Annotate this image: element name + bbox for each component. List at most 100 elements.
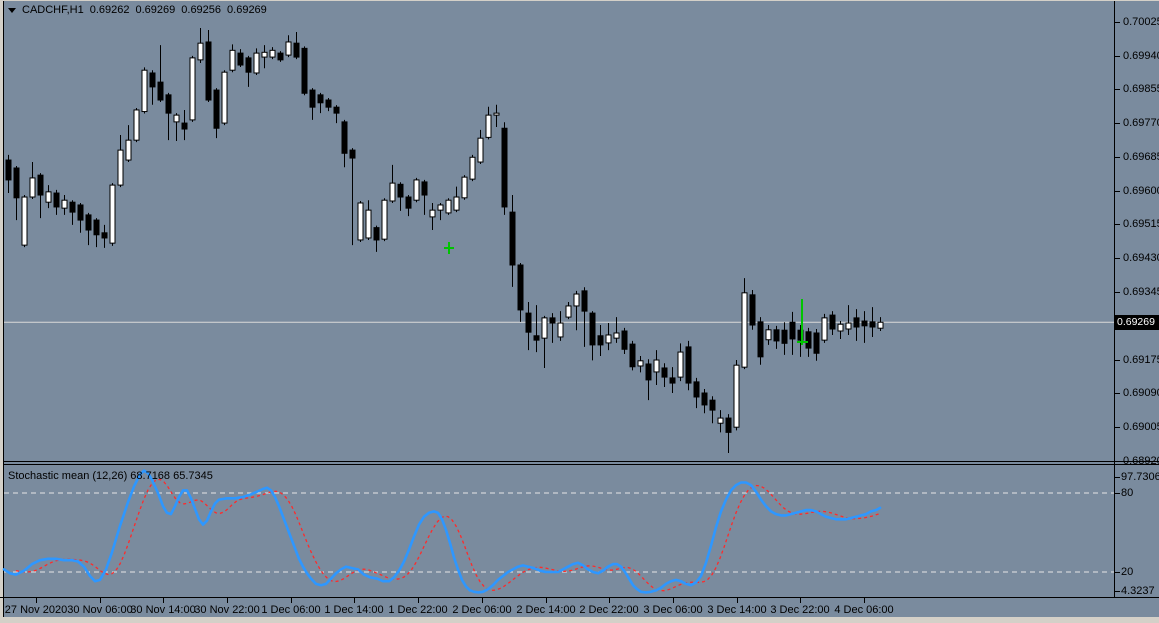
price-axis-label: 0.69430 xyxy=(1123,252,1159,264)
candle-up xyxy=(189,57,196,121)
candle-down xyxy=(181,122,188,130)
candle-down xyxy=(37,174,44,196)
time-axis-label: 1 Dec 14:00 xyxy=(324,604,384,616)
time-axis-label: 3 Dec 22:00 xyxy=(770,604,830,616)
candle-down xyxy=(757,321,764,358)
time-axis-label: 2 Dec 14:00 xyxy=(516,604,576,616)
candle-up xyxy=(461,176,468,199)
price-axis-label: 0.69345 xyxy=(1123,286,1159,298)
price-axis-label: 0.69600 xyxy=(1123,185,1159,197)
chart-header: CADCHF,H1 0.69262 0.69269 0.69256 0.6926… xyxy=(8,4,267,16)
candle-down xyxy=(77,204,84,221)
candle-down xyxy=(589,312,596,346)
candle-down xyxy=(517,264,524,311)
indicator-axis-label: 20 xyxy=(1121,566,1134,578)
candle-down xyxy=(157,81,164,101)
time-axis-label: 30 Nov 22:00 xyxy=(194,604,260,616)
candle-down xyxy=(349,149,356,159)
candle-down xyxy=(405,196,412,209)
quote-low: 0.69256 xyxy=(181,4,222,16)
candle-down xyxy=(325,99,332,108)
candle-up xyxy=(389,182,396,202)
time-axis-label: 30 Nov 14:00 xyxy=(130,604,196,616)
candle-up xyxy=(365,209,372,239)
candle-up xyxy=(61,199,68,209)
candle-up xyxy=(453,196,460,211)
time-axis-label: 27 Nov 2020 xyxy=(4,604,68,616)
candle-down xyxy=(277,52,284,61)
time-axis-label: 3 Dec 06:00 xyxy=(643,604,703,616)
quote-open: 0.69262 xyxy=(89,4,130,16)
time-axis[interactable]: 27 Nov 2020 30 Nov 06:00 30 Nov 14:00 30 No… xyxy=(0,598,1159,618)
candle-up xyxy=(733,364,740,428)
price-axis-label: 0.69515 xyxy=(1123,218,1159,230)
candle-down xyxy=(397,183,404,198)
quote-close: 0.69269 xyxy=(227,4,267,16)
candle-up xyxy=(741,292,748,368)
candle-up xyxy=(21,196,28,246)
candle-up xyxy=(653,359,660,373)
candle-down xyxy=(213,89,220,129)
price-axis[interactable]: 0.70025 0.69940 0.69855 0.69770 0.69685 0.696… xyxy=(1115,0,1159,598)
indicator-axis-label: 80 xyxy=(1121,487,1134,499)
price-axis-label: 0.69005 xyxy=(1123,421,1159,433)
candle-up xyxy=(541,317,548,339)
candle-down xyxy=(629,343,636,368)
time-axis-label: 2 Dec 06:00 xyxy=(452,604,512,616)
candle-up xyxy=(173,114,180,123)
candle-down xyxy=(853,317,860,328)
candle-up xyxy=(485,114,492,138)
candle-up xyxy=(565,305,572,318)
candle-down xyxy=(525,312,532,333)
price-axis-label: 0.69090 xyxy=(1123,387,1159,399)
candle-down xyxy=(789,321,796,340)
candle-down xyxy=(709,399,716,411)
candle-down xyxy=(581,290,588,312)
symbol-period-label: CADCHF,H1 xyxy=(22,4,84,16)
time-axis-label: 1 Dec 22:00 xyxy=(388,604,448,616)
candle-down xyxy=(773,329,780,342)
candle-down xyxy=(549,317,556,324)
candle-up xyxy=(357,202,364,241)
candle-up xyxy=(381,199,388,240)
candle-up xyxy=(637,360,644,367)
candle-down xyxy=(869,321,876,328)
candle-up xyxy=(877,321,884,329)
candle-down xyxy=(861,320,868,327)
candle-up xyxy=(253,52,260,74)
candle-up xyxy=(125,139,132,161)
symbol-dropdown-icon[interactable] xyxy=(8,7,16,13)
candle-up xyxy=(613,332,620,339)
candle-down xyxy=(701,392,708,406)
current-price-tag: 0.69269 xyxy=(1115,315,1159,330)
candle-down xyxy=(205,41,212,101)
candle-down xyxy=(597,335,604,346)
candle-up xyxy=(197,42,204,61)
candle-down xyxy=(165,94,172,114)
candle-down xyxy=(685,346,692,384)
candle-up xyxy=(45,191,52,203)
candle-down xyxy=(341,121,348,154)
candle-down xyxy=(333,106,340,114)
candle-down xyxy=(645,363,652,381)
candle-up xyxy=(229,49,236,71)
candle-up xyxy=(493,112,500,116)
candle-down xyxy=(693,381,700,398)
candle-up xyxy=(285,41,292,56)
candle-up xyxy=(109,184,116,244)
candle-up xyxy=(29,177,36,198)
candle-down xyxy=(749,294,756,326)
price-axis-label: 0.69940 xyxy=(1123,50,1159,62)
candle-down xyxy=(149,72,156,88)
candle-down xyxy=(813,332,820,354)
candle-up xyxy=(117,149,124,186)
stoch-main-line xyxy=(2,469,882,594)
candle-down xyxy=(501,127,508,208)
indicator-axis-label: 97.7306 xyxy=(1121,471,1159,483)
candle-up xyxy=(717,417,724,424)
candle-down xyxy=(93,219,100,236)
quote-high: 0.69269 xyxy=(135,4,176,16)
candle-up xyxy=(677,351,684,378)
indicator-axis-label: 4.3237 xyxy=(1121,585,1155,597)
